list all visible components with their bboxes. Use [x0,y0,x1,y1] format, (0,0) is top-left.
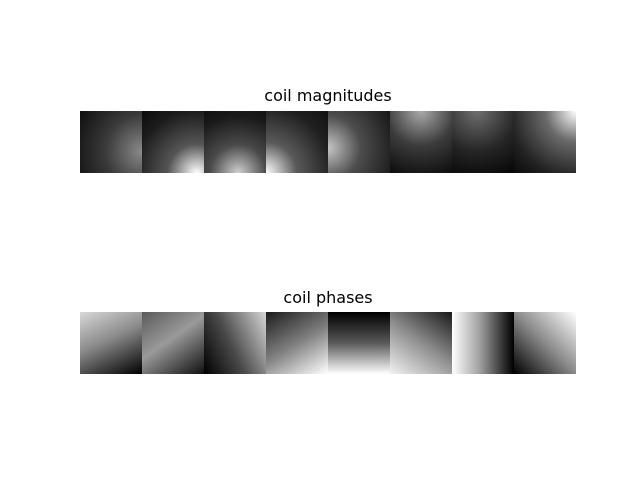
coil-phase-image [452,312,514,374]
coil-phase-image [80,312,142,374]
coil-phase-image [514,312,576,374]
coil-magnitude-image [80,111,142,173]
coil-phase-image [328,312,390,374]
magnitudes-image-strip [80,111,576,173]
coil-magnitude-image [390,111,452,173]
phases-image-strip [80,312,576,374]
coil-magnitude-image [514,111,576,173]
coil-magnitude-image [142,111,204,173]
coil-phase-image [204,312,266,374]
coil-magnitude-image [328,111,390,173]
magnitudes-title: coil magnitudes [264,86,392,105]
coil-magnitude-image [452,111,514,173]
phases-title: coil phases [283,288,373,307]
coil-phase-image [390,312,452,374]
coil-magnitude-image [204,111,266,173]
coil-magnitude-image [266,111,328,173]
coil-phase-image [266,312,328,374]
coil-phase-image [142,312,204,374]
